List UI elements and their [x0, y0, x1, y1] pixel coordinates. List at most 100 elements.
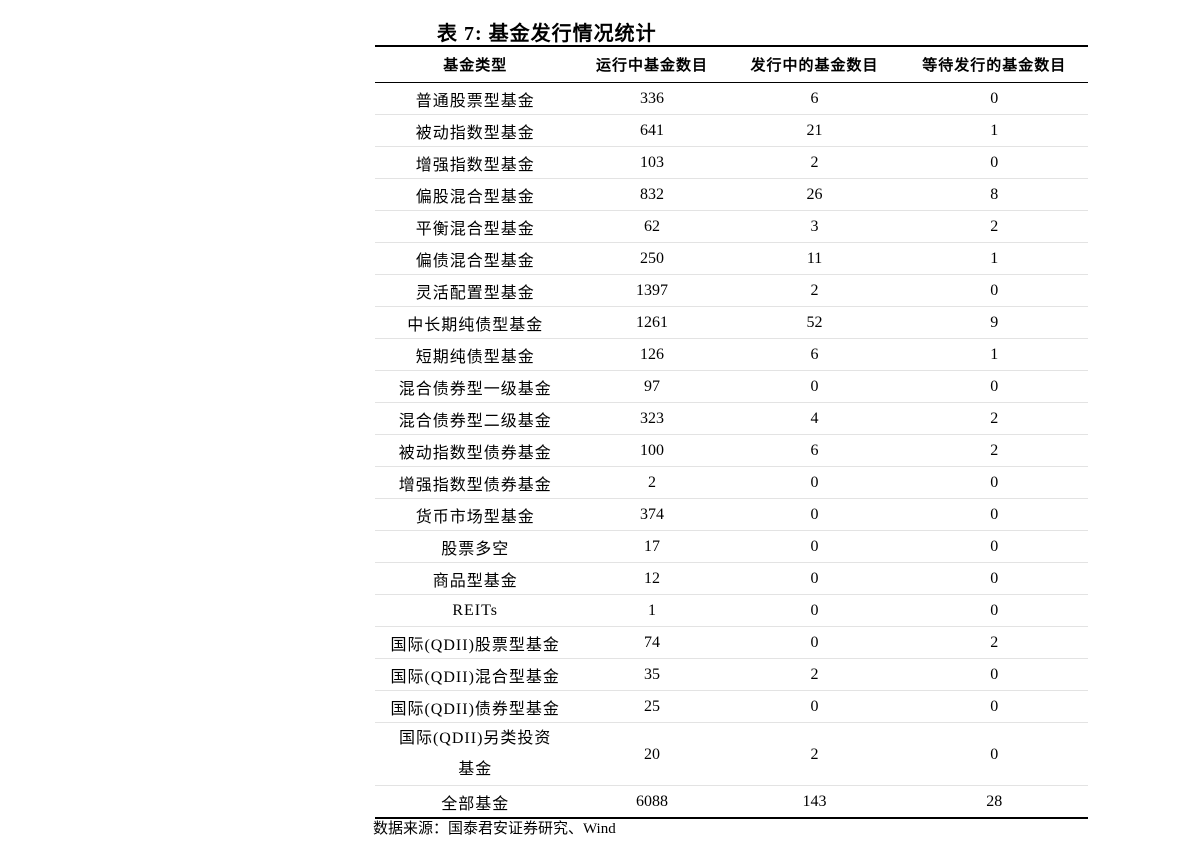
issuing-count-cell: 26 — [728, 178, 901, 211]
table-row: 国际(QDII)混合型基金 35 2 0 — [375, 658, 1088, 691]
fund-issuance-table: 基金类型 运行中基金数目 发行中的基金数目 等待发行的基金数目 普通股票型基金 3… — [375, 45, 1088, 819]
pending-count-cell: 1 — [900, 338, 1088, 371]
fund-type-cell: 平衡混合型基金 — [375, 210, 576, 243]
header-row: 基金类型 运行中基金数目 发行中的基金数目 等待发行的基金数目 — [375, 46, 1088, 83]
fund-type-cell: 混合债券型一级基金 — [375, 370, 576, 403]
running-count-cell: 97 — [575, 370, 729, 403]
pending-count-cell: 0 — [900, 722, 1088, 786]
pending-count-cell: 2 — [900, 402, 1088, 435]
issuing-count-cell: 0 — [728, 626, 901, 659]
table-row: 股票多空 17 0 0 — [375, 530, 1088, 563]
source-note: 数据来源：国泰君安证券研究、Wind — [373, 821, 616, 837]
fund-type-cell: 偏债混合型基金 — [375, 242, 576, 275]
pending-count-cell: 2 — [900, 626, 1088, 659]
fund-type-cell: 被动指数型债券基金 — [375, 434, 576, 467]
table-row: 混合债券型二级基金 323 4 2 — [375, 402, 1088, 435]
fund-type-cell: REITs — [375, 594, 576, 627]
pending-count-cell: 28 — [900, 785, 1088, 819]
pending-count-cell: 9 — [900, 306, 1088, 339]
issuing-count-cell: 52 — [728, 306, 901, 339]
header-running: 运行中基金数目 — [595, 58, 708, 74]
fund-type-cell: 国际(QDII)混合型基金 — [375, 658, 576, 691]
pending-count-cell: 0 — [900, 658, 1088, 691]
issuing-count-cell: 0 — [728, 690, 901, 723]
table-row: 全部基金 6088 143 28 — [375, 785, 1088, 819]
pending-count-cell: 1 — [900, 242, 1088, 275]
fund-type-cell: 短期纯债型基金 — [375, 338, 576, 371]
pending-count-cell: 0 — [900, 530, 1088, 563]
table-title: 表 7: 基金发行情况统计 — [437, 23, 657, 45]
issuing-count-cell: 11 — [728, 242, 901, 275]
fund-type-cell: 国际(QDII)股票型基金 — [375, 626, 576, 659]
running-count-cell: 323 — [575, 402, 729, 435]
fund-type-cell: 偏股混合型基金 — [375, 178, 576, 211]
running-count-cell: 126 — [575, 338, 729, 371]
fund-type-cell: 中长期纯债型基金 — [375, 306, 576, 339]
fund-type-cell: 普通股票型基金 — [375, 82, 576, 115]
issuing-count-cell: 2 — [728, 274, 901, 307]
header-pending: 等待发行的基金数目 — [922, 58, 1067, 74]
running-count-cell: 20 — [575, 722, 729, 786]
fund-type-cell: 股票多空 — [375, 530, 576, 563]
table-row: 商品型基金 12 0 0 — [375, 562, 1088, 595]
running-count-cell: 250 — [575, 242, 729, 275]
table-row: 中长期纯债型基金 1261 52 9 — [375, 306, 1088, 339]
pending-count-cell: 0 — [900, 562, 1088, 595]
issuing-count-cell: 0 — [728, 498, 901, 531]
header-issuing: 发行中的基金数目 — [750, 58, 879, 74]
issuing-count-cell: 0 — [728, 370, 901, 403]
issuing-count-cell: 143 — [728, 785, 901, 819]
fund-type-cell: 货币市场型基金 — [375, 498, 576, 531]
running-count-cell: 832 — [575, 178, 729, 211]
issuing-count-cell: 21 — [728, 114, 901, 147]
table-row: 增强指数型基金 103 2 0 — [375, 146, 1088, 179]
running-count-cell: 336 — [575, 82, 729, 115]
issuing-count-cell: 2 — [728, 146, 901, 179]
pending-count-cell: 8 — [900, 178, 1088, 211]
pending-count-cell: 0 — [900, 370, 1088, 403]
running-count-cell: 641 — [575, 114, 729, 147]
table-row: 被动指数型债券基金 100 6 2 — [375, 434, 1088, 467]
table-row: 货币市场型基金 374 0 0 — [375, 498, 1088, 531]
running-count-cell: 62 — [575, 210, 729, 243]
header-fund-type: 基金类型 — [443, 58, 508, 74]
running-count-cell: 35 — [575, 658, 729, 691]
table-row: 增强指数型债券基金 2 0 0 — [375, 466, 1088, 499]
pending-count-cell: 2 — [900, 434, 1088, 467]
fund-type-cell: 被动指数型基金 — [375, 114, 576, 147]
issuing-count-cell: 3 — [728, 210, 901, 243]
issuing-count-cell: 0 — [728, 594, 901, 627]
table-row: 灵活配置型基金 1397 2 0 — [375, 274, 1088, 307]
pending-count-cell: 1 — [900, 114, 1088, 147]
fund-type-cell: 国际(QDII)债券型基金 — [375, 690, 576, 723]
issuing-count-cell: 6 — [728, 434, 901, 467]
table-row: 国际(QDII)股票型基金 74 0 2 — [375, 626, 1088, 659]
running-count-cell: 25 — [575, 690, 729, 723]
table-row: 短期纯债型基金 126 6 1 — [375, 338, 1088, 371]
table-row: 被动指数型基金 641 21 1 — [375, 114, 1088, 147]
table-row: 混合债券型一级基金 97 0 0 — [375, 370, 1088, 403]
fund-type-cell: 国际(QDII)另类投资基金 — [375, 722, 576, 786]
running-count-cell: 103 — [575, 146, 729, 179]
fund-type-cell: 灵活配置型基金 — [375, 274, 576, 307]
running-count-cell: 374 — [575, 498, 729, 531]
table-row: 偏股混合型基金 832 26 8 — [375, 178, 1088, 211]
fund-type-cell: 商品型基金 — [375, 562, 576, 595]
fund-type-cell: 增强指数型债券基金 — [375, 466, 576, 499]
fund-type-cell: 全部基金 — [375, 785, 576, 819]
table-row: 普通股票型基金 336 6 0 — [375, 82, 1088, 115]
running-count-cell: 100 — [575, 434, 729, 467]
issuing-count-cell: 6 — [728, 338, 901, 371]
pending-count-cell: 0 — [900, 594, 1088, 627]
issuing-count-cell: 0 — [728, 562, 901, 595]
pending-count-cell: 0 — [900, 146, 1088, 179]
running-count-cell: 1261 — [575, 306, 729, 339]
issuing-count-cell: 2 — [728, 722, 901, 786]
fund-type-cell: 增强指数型基金 — [375, 146, 576, 179]
pending-count-cell: 0 — [900, 466, 1088, 499]
table-row: 偏债混合型基金 250 11 1 — [375, 242, 1088, 275]
running-count-cell: 1 — [575, 594, 729, 627]
issuing-count-cell: 2 — [728, 658, 901, 691]
running-count-cell: 74 — [575, 626, 729, 659]
table-row: REITs 1 0 0 — [375, 594, 1088, 627]
